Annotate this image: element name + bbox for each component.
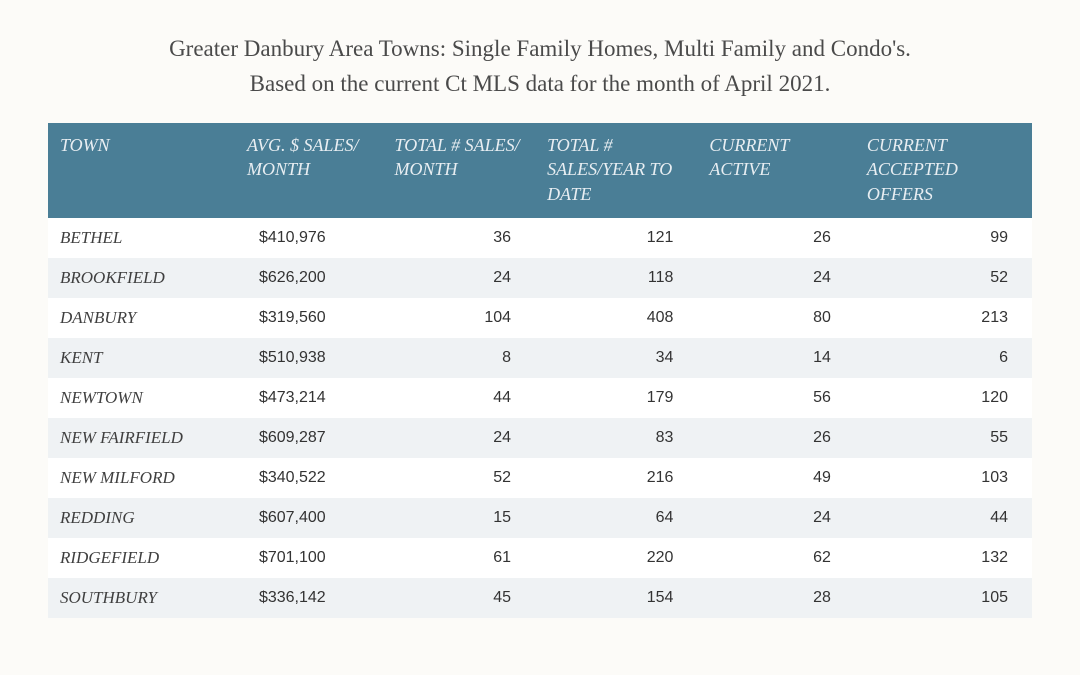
cell-town: BROOKFIELD (48, 258, 235, 298)
cell-active: 28 (697, 578, 854, 618)
cell-avg: $626,200 (235, 258, 383, 298)
table-body: BETHEL$410,976361212699BROOKFIELD$626,20… (48, 218, 1032, 618)
cell-town: BETHEL (48, 218, 235, 258)
col-active: CURRENT ACTIVE (697, 123, 854, 218)
table-row: BROOKFIELD$626,200241182452 (48, 258, 1032, 298)
cell-ytd: 118 (535, 258, 697, 298)
table-row: KENT$510,938834146 (48, 338, 1032, 378)
sales-table: TOWN AVG. $ SALES/ MONTH TOTAL # SALES/ … (48, 123, 1032, 618)
cell-avg: $319,560 (235, 298, 383, 338)
title-line-2: Based on the current Ct MLS data for the… (250, 71, 831, 96)
table-row: BETHEL$410,976361212699 (48, 218, 1032, 258)
cell-ytd: 220 (535, 538, 697, 578)
cell-avg: $510,938 (235, 338, 383, 378)
cell-town: NEWTOWN (48, 378, 235, 418)
cell-ytd: 179 (535, 378, 697, 418)
cell-ytd: 408 (535, 298, 697, 338)
cell-ytd: 34 (535, 338, 697, 378)
col-offers: CURRENT ACCEPTED OFFERS (855, 123, 1032, 218)
cell-town: NEW MILFORD (48, 458, 235, 498)
cell-offers: 52 (855, 258, 1032, 298)
cell-town: DANBURY (48, 298, 235, 338)
cell-month: 15 (383, 498, 536, 538)
cell-month: 24 (383, 258, 536, 298)
table-row: NEWTOWN$473,2144417956120 (48, 378, 1032, 418)
cell-month: 44 (383, 378, 536, 418)
cell-month: 61 (383, 538, 536, 578)
cell-active: 56 (697, 378, 854, 418)
cell-town: NEW FAIRFIELD (48, 418, 235, 458)
cell-offers: 132 (855, 538, 1032, 578)
table-row: NEW FAIRFIELD$609,28724832655 (48, 418, 1032, 458)
table-row: REDDING$607,40015642444 (48, 498, 1032, 538)
cell-active: 26 (697, 218, 854, 258)
table-row: SOUTHBURY$336,1424515428105 (48, 578, 1032, 618)
title-line-1: Greater Danbury Area Towns: Single Famil… (169, 36, 911, 61)
cell-active: 24 (697, 498, 854, 538)
cell-avg: $340,522 (235, 458, 383, 498)
cell-offers: 44 (855, 498, 1032, 538)
table-row: RIDGEFIELD$701,1006122062132 (48, 538, 1032, 578)
cell-town: RIDGEFIELD (48, 538, 235, 578)
col-avg: AVG. $ SALES/ MONTH (235, 123, 383, 218)
cell-ytd: 154 (535, 578, 697, 618)
cell-ytd: 121 (535, 218, 697, 258)
page-title: Greater Danbury Area Towns: Single Famil… (48, 32, 1032, 101)
cell-offers: 6 (855, 338, 1032, 378)
cell-active: 80 (697, 298, 854, 338)
col-town: TOWN (48, 123, 235, 218)
cell-avg: $336,142 (235, 578, 383, 618)
cell-month: 104 (383, 298, 536, 338)
cell-month: 8 (383, 338, 536, 378)
cell-active: 14 (697, 338, 854, 378)
cell-town: SOUTHBURY (48, 578, 235, 618)
cell-offers: 99 (855, 218, 1032, 258)
cell-offers: 120 (855, 378, 1032, 418)
cell-active: 24 (697, 258, 854, 298)
col-month: TOTAL # SALES/ MONTH (383, 123, 536, 218)
cell-offers: 105 (855, 578, 1032, 618)
cell-avg: $609,287 (235, 418, 383, 458)
cell-active: 62 (697, 538, 854, 578)
cell-town: REDDING (48, 498, 235, 538)
cell-avg: $607,400 (235, 498, 383, 538)
table-header-row: TOWN AVG. $ SALES/ MONTH TOTAL # SALES/ … (48, 123, 1032, 218)
table-row: NEW MILFORD$340,5225221649103 (48, 458, 1032, 498)
col-ytd: TOTAL # SALES/YEAR TO DATE (535, 123, 697, 218)
table-row: DANBURY$319,56010440880213 (48, 298, 1032, 338)
cell-ytd: 216 (535, 458, 697, 498)
cell-active: 49 (697, 458, 854, 498)
cell-offers: 55 (855, 418, 1032, 458)
cell-town: KENT (48, 338, 235, 378)
cell-avg: $410,976 (235, 218, 383, 258)
cell-month: 24 (383, 418, 536, 458)
cell-avg: $701,100 (235, 538, 383, 578)
cell-ytd: 83 (535, 418, 697, 458)
cell-ytd: 64 (535, 498, 697, 538)
cell-month: 36 (383, 218, 536, 258)
cell-month: 52 (383, 458, 536, 498)
cell-offers: 103 (855, 458, 1032, 498)
cell-offers: 213 (855, 298, 1032, 338)
cell-active: 26 (697, 418, 854, 458)
cell-avg: $473,214 (235, 378, 383, 418)
cell-month: 45 (383, 578, 536, 618)
